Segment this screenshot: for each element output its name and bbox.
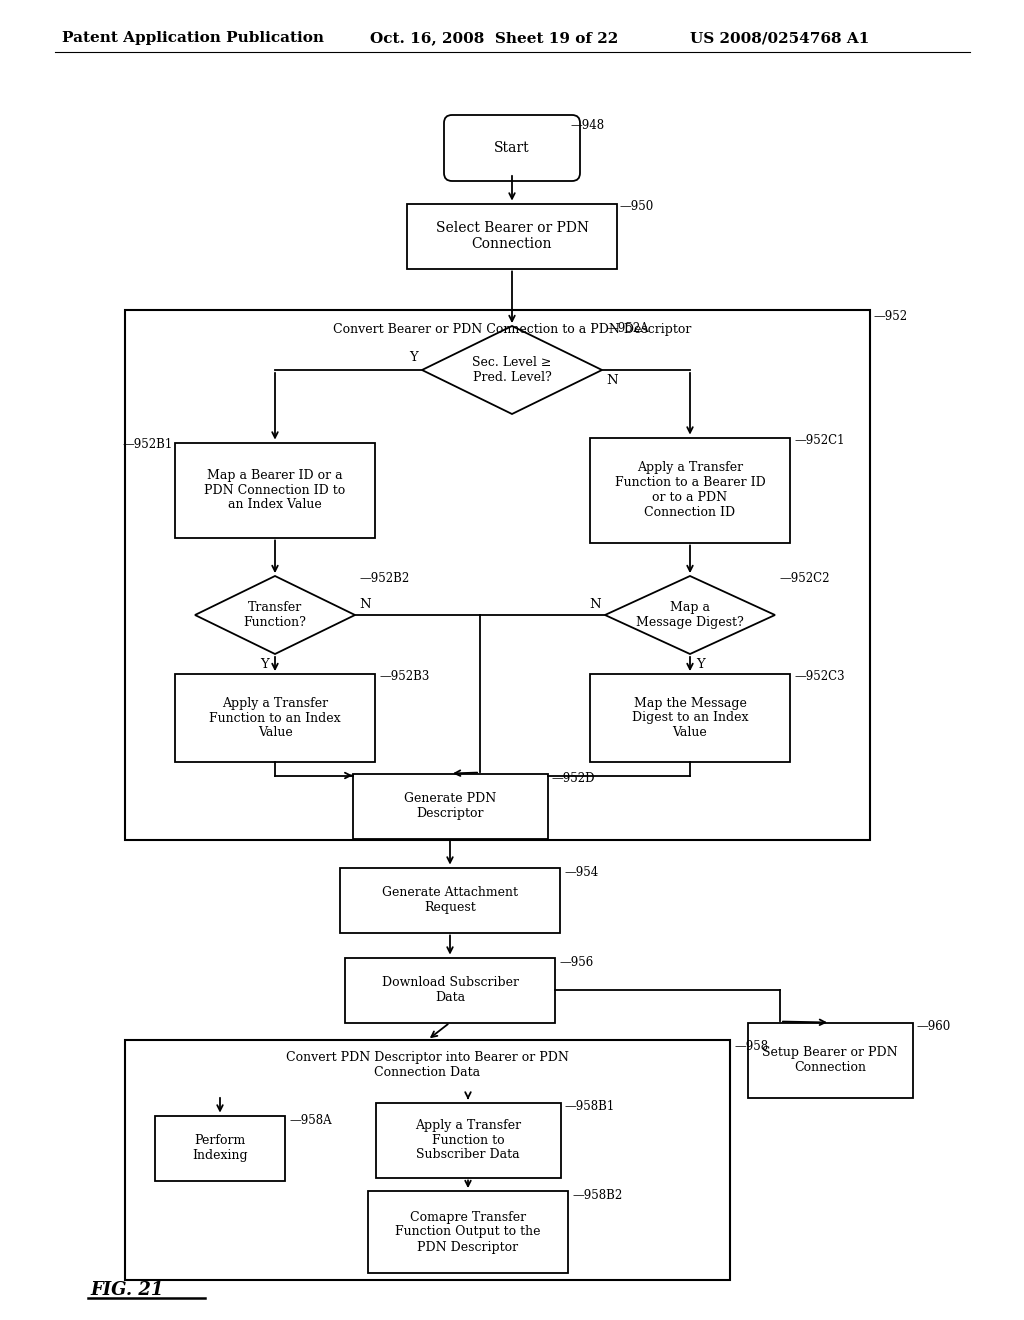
Text: US 2008/0254768 A1: US 2008/0254768 A1 — [690, 30, 869, 45]
Text: Map a Bearer ID or a
PDN Connection ID to
an Index Value: Map a Bearer ID or a PDN Connection ID t… — [205, 469, 346, 511]
Text: —952C1: —952C1 — [794, 433, 845, 446]
Polygon shape — [422, 326, 602, 414]
Text: Apply a Transfer
Function to
Subscriber Data: Apply a Transfer Function to Subscriber … — [415, 1118, 521, 1162]
Text: Setup Bearer or PDN
Connection: Setup Bearer or PDN Connection — [762, 1045, 898, 1074]
Text: —952B1: —952B1 — [123, 438, 173, 451]
Text: —952B2: —952B2 — [359, 572, 410, 585]
Bar — [175, 442, 375, 537]
Text: —952C3: —952C3 — [794, 671, 845, 682]
Text: —952: —952 — [873, 310, 907, 323]
Text: —950: —950 — [618, 199, 653, 213]
Polygon shape — [195, 576, 355, 653]
Text: Apply a Transfer
Function to a Bearer ID
or to a PDN
Connection ID: Apply a Transfer Function to a Bearer ID… — [614, 461, 765, 519]
Bar — [590, 675, 790, 762]
Text: —958A: —958A — [289, 1114, 332, 1126]
Text: —952A: —952A — [606, 322, 648, 335]
Text: Perform
Indexing: Perform Indexing — [193, 1134, 248, 1162]
Polygon shape — [605, 576, 775, 653]
Text: —958B2: —958B2 — [572, 1189, 623, 1203]
Text: —958B1: —958B1 — [564, 1101, 614, 1114]
Bar — [368, 1191, 568, 1272]
Text: N: N — [590, 598, 601, 611]
Text: —952B3: —952B3 — [379, 671, 429, 682]
Bar — [155, 1115, 285, 1180]
Bar — [125, 310, 870, 840]
Text: Y: Y — [410, 351, 418, 364]
Text: Start: Start — [495, 141, 529, 154]
Text: —956: —956 — [559, 956, 593, 969]
Text: —952D: —952D — [552, 771, 595, 784]
Text: —960: —960 — [916, 1020, 950, 1034]
Bar — [590, 437, 790, 543]
Text: Y: Y — [696, 657, 705, 671]
Text: Oct. 16, 2008  Sheet 19 of 22: Oct. 16, 2008 Sheet 19 of 22 — [370, 30, 618, 45]
Text: —954: —954 — [564, 866, 598, 879]
Text: Map the Message
Digest to an Index
Value: Map the Message Digest to an Index Value — [632, 697, 749, 739]
Text: FIG. 21: FIG. 21 — [90, 1280, 164, 1299]
Text: Convert PDN Descriptor into Bearer or PDN
Connection Data: Convert PDN Descriptor into Bearer or PD… — [286, 1051, 569, 1078]
Text: —948: —948 — [570, 119, 604, 132]
Bar — [352, 774, 548, 838]
Bar — [748, 1023, 912, 1097]
Bar — [407, 203, 617, 268]
Text: Select Bearer or PDN
Connection: Select Bearer or PDN Connection — [435, 220, 589, 251]
Text: N: N — [606, 374, 617, 387]
FancyBboxPatch shape — [444, 115, 580, 181]
Bar — [376, 1102, 560, 1177]
Bar — [345, 957, 555, 1023]
Text: Generate PDN
Descriptor: Generate PDN Descriptor — [403, 792, 496, 820]
Bar — [175, 675, 375, 762]
Text: Download Subscriber
Data: Download Subscriber Data — [382, 975, 518, 1005]
Text: N: N — [359, 598, 371, 611]
Bar — [340, 867, 560, 932]
Text: —958: —958 — [734, 1040, 768, 1053]
Text: —952C2: —952C2 — [779, 572, 829, 585]
Text: Map a
Message Digest?: Map a Message Digest? — [636, 601, 743, 630]
Text: Convert Bearer or PDN Connection to a PDN Descriptor: Convert Bearer or PDN Connection to a PD… — [333, 323, 691, 337]
Bar — [125, 1040, 730, 1280]
Text: Generate Attachment
Request: Generate Attachment Request — [382, 886, 518, 913]
Text: Transfer
Function?: Transfer Function? — [244, 601, 306, 630]
Text: Comapre Transfer
Function Output to the
PDN Descriptor: Comapre Transfer Function Output to the … — [395, 1210, 541, 1254]
Text: Patent Application Publication: Patent Application Publication — [62, 30, 324, 45]
Text: Y: Y — [260, 657, 269, 671]
Text: Sec. Level ≥
Pred. Level?: Sec. Level ≥ Pred. Level? — [472, 356, 552, 384]
Text: Apply a Transfer
Function to an Index
Value: Apply a Transfer Function to an Index Va… — [209, 697, 341, 739]
